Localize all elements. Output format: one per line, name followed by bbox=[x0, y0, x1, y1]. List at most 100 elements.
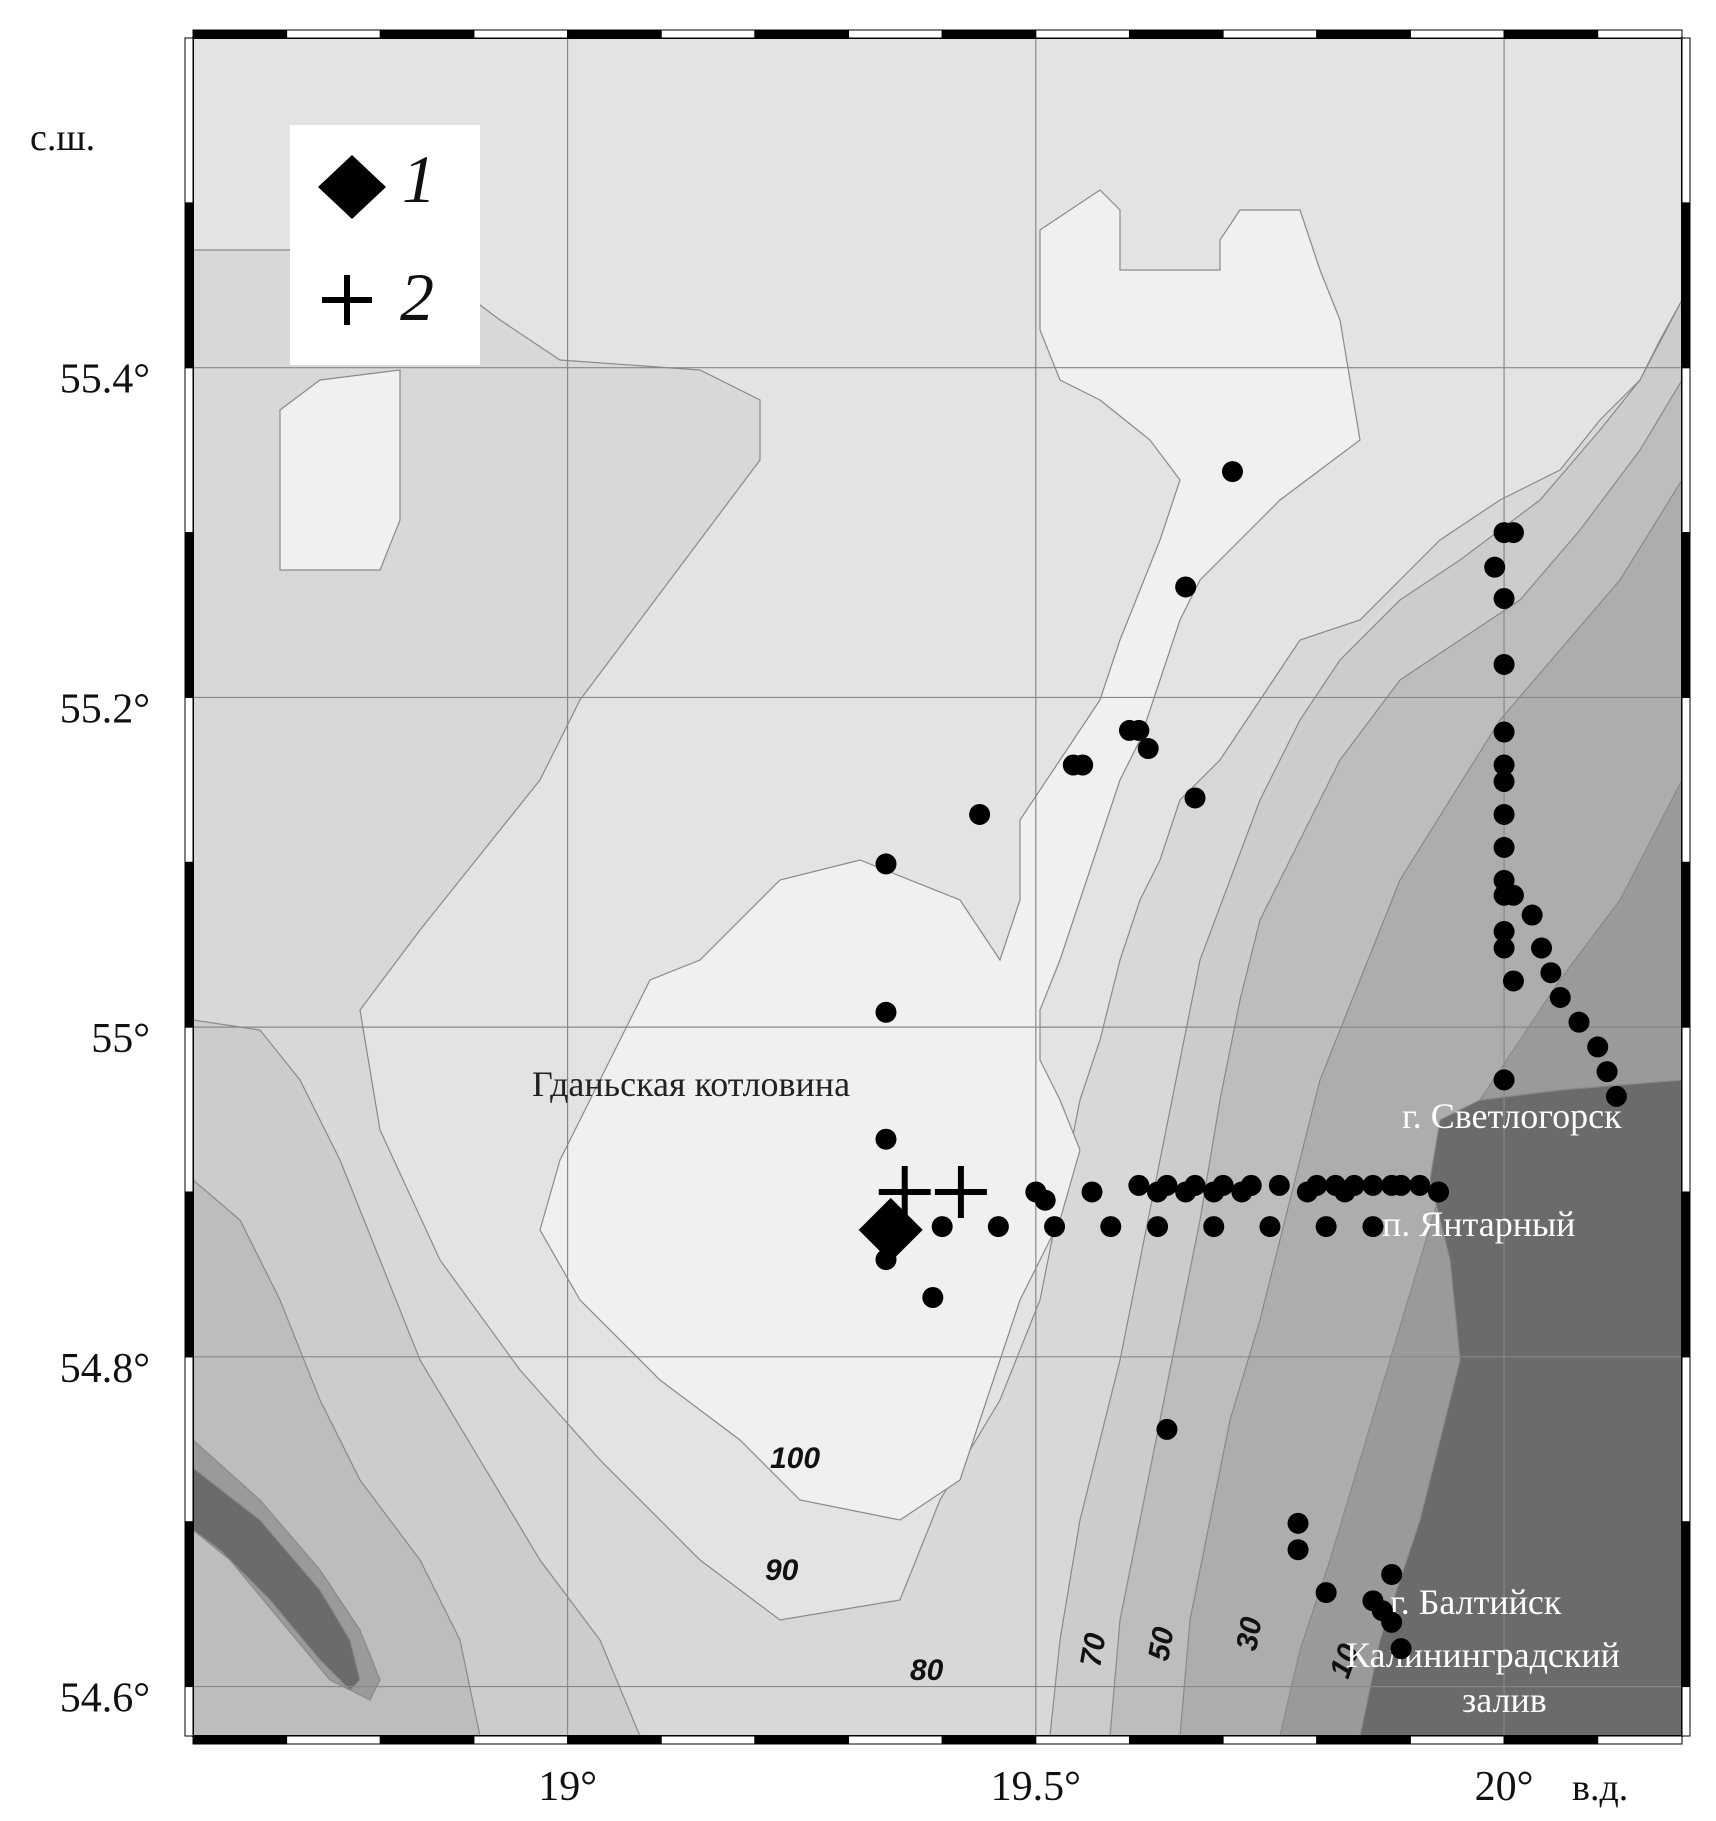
frame-bar bbox=[184, 1356, 194, 1523]
latitude-labels: 55.4° 55.2° 55° 54.8° 54.6° bbox=[60, 357, 150, 1722]
frame-bar bbox=[184, 37, 194, 204]
frame-bar bbox=[184, 861, 194, 1028]
station-dot bbox=[1147, 1216, 1169, 1238]
frame-bar bbox=[1035, 29, 1130, 39]
station-dot bbox=[922, 1286, 944, 1308]
cross-marker bbox=[934, 1165, 987, 1218]
place-baltiysk: г. Балтийск bbox=[1390, 1582, 1562, 1622]
station-dot bbox=[1381, 1611, 1403, 1633]
station-dot bbox=[1212, 1174, 1234, 1196]
frame-bar bbox=[1681, 1356, 1691, 1523]
station-dot bbox=[1184, 787, 1206, 809]
frame-bar bbox=[1681, 1521, 1691, 1688]
station-dot bbox=[875, 853, 897, 875]
frame-bar bbox=[473, 29, 569, 39]
frame-bar bbox=[1128, 1735, 1224, 1745]
frame-bar bbox=[941, 1735, 1037, 1745]
station-dot bbox=[1343, 1174, 1365, 1196]
frame-bar bbox=[184, 1686, 194, 1737]
lon-tick-label: 19° bbox=[538, 1764, 597, 1810]
place-kaliningrad-lagoon-2: залив bbox=[1462, 1680, 1547, 1720]
station-dot bbox=[1128, 719, 1150, 741]
frame-bar bbox=[848, 1735, 943, 1745]
station-dot bbox=[1493, 937, 1515, 959]
legend-label-2: 2 bbox=[400, 259, 434, 335]
station-dot bbox=[931, 1216, 953, 1238]
station-dot bbox=[1315, 1582, 1337, 1604]
land bbox=[193, 1467, 361, 1691]
place-svetlogorsk: г. Светлогорск bbox=[1402, 1096, 1622, 1136]
depth-zone-100-plus bbox=[539, 189, 1361, 1521]
station-dot bbox=[1259, 1216, 1281, 1238]
lat-tick-label: 54.6° bbox=[60, 1676, 150, 1722]
frame-bar bbox=[660, 1735, 756, 1745]
station-dot bbox=[1540, 962, 1562, 984]
station-dot bbox=[1493, 921, 1515, 943]
contour-label-30: 30 bbox=[1230, 1614, 1268, 1653]
station-dot bbox=[1596, 1061, 1618, 1083]
station-dot bbox=[1362, 1216, 1384, 1238]
lat-unit: с.ш. bbox=[30, 117, 95, 159]
frame-bar bbox=[848, 29, 943, 39]
station-dot bbox=[1072, 754, 1094, 776]
frame-bar bbox=[184, 1191, 194, 1358]
station-dot bbox=[1587, 1036, 1609, 1058]
station-points bbox=[875, 461, 1627, 1660]
place-gdansk-basin: Гданьская котловина bbox=[532, 1064, 850, 1104]
station-dot bbox=[1493, 653, 1515, 675]
frame-bar bbox=[941, 29, 1037, 39]
place-yantarny: п. Янтарный bbox=[1382, 1204, 1575, 1244]
frame-bar bbox=[473, 1735, 569, 1745]
station-dot bbox=[1240, 1174, 1262, 1196]
station-dot bbox=[1493, 721, 1515, 743]
frame-bar bbox=[1681, 696, 1691, 863]
contour-labels: 100 90 80 70 50 30 10 bbox=[765, 1442, 1366, 1687]
station-dot bbox=[1521, 904, 1543, 926]
lat-tick-label: 54.8° bbox=[60, 1346, 150, 1392]
frame-bar bbox=[1681, 1026, 1691, 1193]
station-dot bbox=[987, 1216, 1009, 1238]
frame-bar bbox=[1681, 37, 1691, 204]
frame-bar bbox=[184, 696, 194, 863]
station-dot bbox=[1502, 522, 1524, 544]
contour-label-70: 70 bbox=[1074, 1630, 1112, 1669]
station-dot bbox=[1484, 556, 1506, 578]
frame-bar bbox=[1503, 1735, 1599, 1745]
contour-label-50: 50 bbox=[1142, 1624, 1180, 1663]
legend: 1 2 bbox=[290, 125, 480, 365]
lon-tick-label: 20° bbox=[1475, 1764, 1534, 1810]
station-dot bbox=[1287, 1512, 1309, 1534]
station-dot bbox=[1203, 1216, 1225, 1238]
frame-bar bbox=[1409, 29, 1505, 39]
frame-bar bbox=[1128, 29, 1224, 39]
frame-bar bbox=[184, 202, 194, 369]
station-dot bbox=[1605, 1085, 1627, 1107]
station-dot bbox=[1568, 1011, 1590, 1033]
station-dot bbox=[1549, 986, 1571, 1008]
station-dot bbox=[1175, 576, 1197, 598]
station-dot bbox=[1390, 1638, 1412, 1660]
frame-bar bbox=[1681, 1191, 1691, 1358]
frame-bar bbox=[567, 29, 662, 39]
station-dot bbox=[1493, 836, 1515, 858]
frame-bar bbox=[1222, 29, 1318, 39]
station-dot bbox=[1381, 1563, 1403, 1585]
place-names: Гданьская котловина г. Светлогорск п. Ян… bbox=[532, 1064, 1622, 1720]
station-dot bbox=[1100, 1216, 1122, 1238]
station-dot bbox=[1390, 1174, 1412, 1196]
station-dot bbox=[1034, 1189, 1056, 1211]
lat-tick-label: 55.2° bbox=[60, 686, 150, 732]
graticule bbox=[193, 38, 1682, 1736]
frame-bar bbox=[1597, 29, 1683, 39]
station-dot bbox=[1315, 1216, 1337, 1238]
lon-tick-label: 19.5° bbox=[991, 1764, 1081, 1810]
frame-bar bbox=[192, 1735, 288, 1745]
station-dot bbox=[1184, 1174, 1206, 1196]
station-dot bbox=[1409, 1174, 1431, 1196]
frame-bar bbox=[379, 1735, 475, 1745]
contour-label-100: 100 bbox=[770, 1442, 820, 1475]
legend-cross-icon bbox=[322, 275, 372, 325]
station-dot bbox=[1502, 970, 1524, 992]
station-dot bbox=[1287, 1539, 1309, 1561]
